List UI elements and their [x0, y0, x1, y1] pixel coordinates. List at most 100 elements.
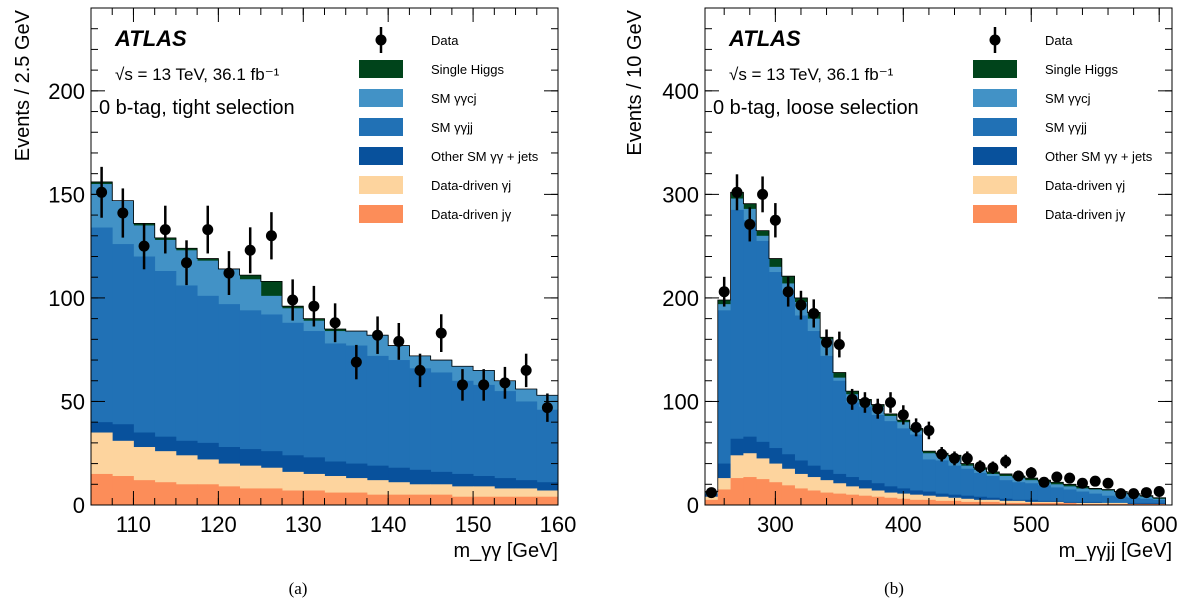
- bar-dd_jy: [807, 490, 821, 505]
- bar-sm_yyjj: [1140, 498, 1154, 505]
- bar-dd_jy: [705, 499, 719, 505]
- data-point: [372, 329, 384, 341]
- bar-dd_jy: [324, 492, 347, 505]
- bar-dd_jy: [388, 494, 410, 505]
- bar-dd_jy: [858, 495, 872, 505]
- bar-sm_yyjj: [794, 315, 808, 505]
- bar-sm_yyjj: [909, 434, 923, 505]
- legend-item-data: Data: [989, 27, 1073, 53]
- legend-item-single_higgs: Single Higgs: [973, 60, 1118, 78]
- bar-dd_jy: [1114, 503, 1128, 505]
- legend-label: Data-driven γj: [431, 178, 511, 193]
- data-point: [846, 393, 858, 405]
- y-tick-label: 150: [48, 182, 85, 207]
- bar-sm_yyjj: [1114, 496, 1128, 505]
- bar-dd_jy: [960, 501, 975, 505]
- bar-sm_yyjj: [515, 401, 538, 505]
- bar-dd_jy: [260, 488, 283, 505]
- legend-label: Data: [431, 33, 459, 48]
- legend-marker: [989, 34, 1001, 46]
- legend-label: Data-driven jγ: [431, 207, 512, 222]
- figure-b: 300 400 500 600 0 100 200 300 400 m_γγjj [GeV] Eve…: [596, 0, 1192, 603]
- bar-dd_jy: [133, 480, 156, 505]
- legend-label: Single Higgs: [1045, 62, 1118, 77]
- data-point: [936, 448, 948, 460]
- bar-dd_jy: [515, 496, 538, 505]
- data-point: [885, 396, 897, 408]
- data-point: [520, 364, 532, 376]
- bar-sm_yyjj: [768, 272, 783, 505]
- y-tick-label: 200: [48, 79, 85, 104]
- x-axis-label: m_γγjj [GeV]: [1059, 540, 1172, 562]
- bar-dd_jy: [909, 499, 923, 505]
- bar-dd_jy: [175, 484, 198, 505]
- bar-dd_jy: [218, 486, 240, 505]
- data-point: [833, 339, 845, 351]
- legend-swatch: [973, 176, 1017, 194]
- stack-outline: [704, 191, 1167, 505]
- data-point: [435, 327, 447, 339]
- bar-sm_yyjj: [896, 428, 911, 505]
- data-point: [1038, 476, 1050, 488]
- bar-dd_jy: [154, 482, 177, 505]
- data-point: [782, 286, 794, 298]
- bar-dd_jy: [112, 476, 134, 505]
- energy-label: √s = 13 TeV, 36.1 fb⁻¹: [729, 65, 894, 84]
- bar-sm_yyjj: [494, 391, 516, 505]
- bar-dd_jy: [536, 496, 559, 505]
- legend-swatch: [359, 147, 403, 165]
- bar-dd_jy: [832, 493, 847, 505]
- data-point: [923, 424, 935, 436]
- x-tick-label: 300: [757, 512, 794, 537]
- bar-dd_jy: [409, 494, 432, 505]
- data-point: [96, 186, 108, 198]
- bar-dd_jy: [197, 484, 219, 505]
- figure-a: 110 120 130 140 150 160 0 50 100 150 200 m_γγ [GeV]…: [12, 7, 576, 598]
- data-series: [705, 174, 1165, 500]
- x-tick-label: 140: [370, 512, 407, 537]
- legend-marker: [375, 34, 387, 46]
- bar-sm_yyjj: [730, 209, 744, 505]
- bar-sm_yyjj: [743, 220, 757, 505]
- data-point: [287, 294, 299, 306]
- bar-sm_yyjj: [1012, 482, 1026, 505]
- legend-item-dd_yj: Data-driven γj: [359, 176, 511, 194]
- data-point: [1128, 488, 1140, 500]
- legend-label: SM γγjj: [431, 120, 473, 135]
- data-point: [1140, 487, 1152, 499]
- legend-swatch: [973, 205, 1017, 223]
- legend-label: SM γγjj: [1045, 120, 1087, 135]
- bar-dd_jy: [756, 479, 770, 505]
- legend-swatch: [359, 89, 403, 107]
- stack-dd_jy: [91, 473, 559, 505]
- caption-a: (a): [288, 579, 308, 598]
- legend-label: Data-driven jγ: [1045, 207, 1126, 222]
- data-point: [718, 286, 730, 298]
- bar-dd_jy: [781, 485, 795, 505]
- x-tick-label: 110: [116, 512, 151, 537]
- atlas-label: ATLAS: [114, 26, 187, 51]
- legend-item-data: Data: [375, 27, 459, 53]
- legend-item-sm_yyjj: SM γγjj: [359, 118, 473, 136]
- data-point: [795, 299, 807, 311]
- legend-item-dd_yj: Data-driven γj: [973, 176, 1125, 194]
- bar-sm_yyjj: [871, 414, 885, 505]
- bar-sm_yyjj: [1063, 489, 1077, 505]
- data-point: [329, 317, 341, 329]
- data-point: [910, 421, 922, 433]
- bar-dd_jy: [743, 477, 757, 505]
- x-tick-label: 600: [1141, 512, 1178, 537]
- data-point: [138, 240, 150, 252]
- y-tick-label: 100: [662, 389, 699, 414]
- x-tick-label: 400: [885, 512, 922, 537]
- atlas-labels: ATLAS √s = 13 TeV, 36.1 fb⁻¹ 0 b-tag, loos…: [713, 26, 919, 119]
- chart-a: 110 120 130 140 150 160 0 50 100 150 200 m_γγ [GeV]…: [12, 7, 576, 562]
- data-point: [181, 257, 193, 269]
- bar-sm_yyjj: [473, 384, 495, 505]
- data-point: [1089, 475, 1101, 487]
- data-point: [223, 267, 235, 279]
- bar-dd_jy: [730, 478, 744, 505]
- data-point: [1115, 488, 1127, 500]
- legend-item-other_sm: Other SM γγ + jets: [973, 147, 1153, 165]
- legend-item-dd_jy: Data-driven jγ: [973, 205, 1126, 223]
